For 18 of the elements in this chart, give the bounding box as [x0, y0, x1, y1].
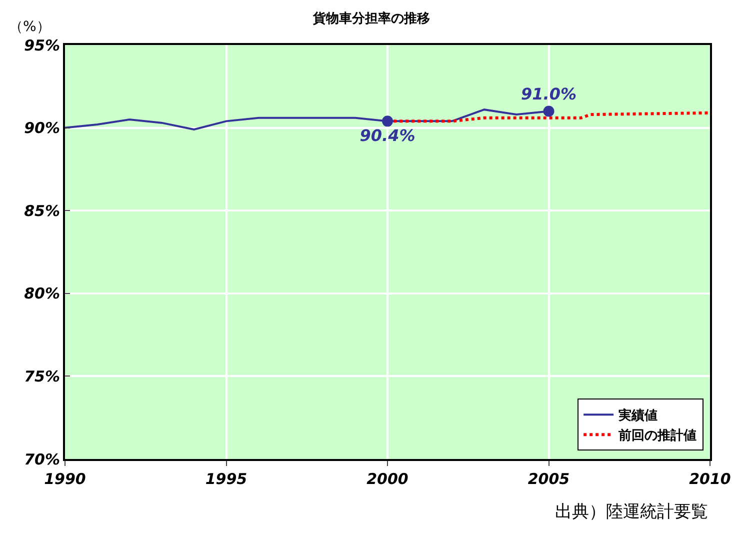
y-tick-label: 95% — [24, 36, 60, 54]
x-tick-label: 1990 — [44, 470, 86, 488]
x-tick-label: 2000 — [366, 470, 408, 488]
y-tick-label: 70% — [24, 450, 60, 468]
data-label: 90.4% — [360, 126, 416, 146]
y-tick-label: 75% — [24, 367, 60, 386]
x-tick-label: 1995 — [205, 470, 248, 488]
x-tick-label: 2005 — [528, 470, 570, 488]
data-label: 91.0% — [520, 84, 577, 104]
y-axis-title: （%） — [9, 19, 50, 35]
x-tick-label: 2010 — [689, 470, 731, 488]
y-tick-label: 80% — [24, 284, 60, 303]
source-note: 出典）陸運統計要覧 — [555, 502, 708, 522]
legend-label: 前回の推計値 — [618, 428, 697, 444]
y-tick-label: 85% — [24, 202, 60, 220]
legend-label: 実績値 — [618, 408, 658, 424]
chart-title: 貨物車分担率の推移 — [312, 10, 430, 27]
y-tick-label: 90% — [24, 119, 60, 138]
